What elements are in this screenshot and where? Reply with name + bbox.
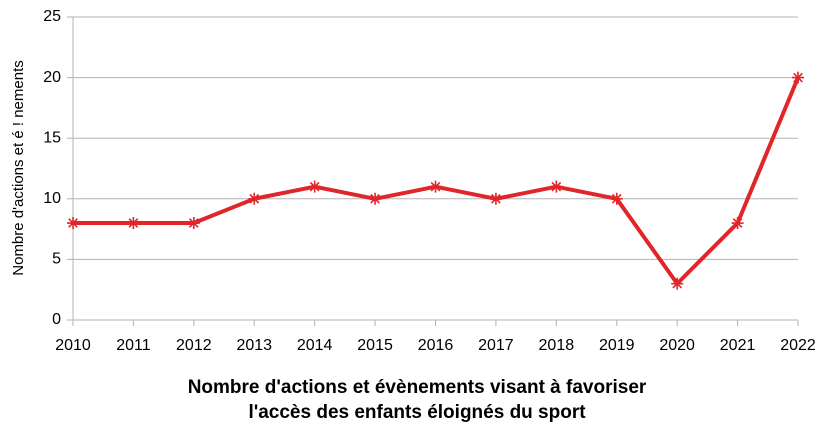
data-marker	[671, 277, 684, 290]
x-tick-label: 2019	[599, 337, 635, 354]
data-marker	[610, 192, 623, 205]
data-marker	[489, 192, 502, 205]
data-marker	[792, 71, 804, 84]
data-marker	[248, 192, 261, 205]
x-tick-label: 2016	[418, 337, 454, 354]
x-tick-label: 2014	[297, 337, 333, 354]
x-tick-label: 2011	[116, 337, 151, 354]
x-tick-label: 2013	[236, 337, 272, 354]
x-tick-label: 2021	[720, 337, 756, 354]
x-tick-label: 2012	[176, 337, 212, 354]
y-tick-label: 20	[43, 69, 61, 86]
x-tick-label: 2015	[357, 337, 393, 354]
y-tick-label: 25	[43, 8, 61, 25]
x-tick-label: 2022	[780, 337, 816, 354]
chart-title: Nombre d'actions et évènements visant à …	[188, 377, 647, 398]
y-tick-label: 15	[43, 129, 61, 146]
x-tick-label: 2010	[55, 337, 91, 354]
data-marker	[187, 217, 200, 230]
chart-title: l'accès des enfants éloignés du sport	[248, 402, 586, 423]
x-tick-label: 2018	[539, 337, 575, 354]
data-marker	[127, 217, 140, 230]
data-marker	[550, 180, 563, 193]
data-marker	[67, 217, 79, 230]
y-tick-label: 10	[43, 190, 61, 207]
y-tick-label: 0	[52, 311, 61, 328]
y-tick-label: 5	[52, 251, 61, 268]
data-marker	[429, 180, 442, 193]
data-marker	[369, 192, 382, 205]
data-marker	[731, 217, 744, 230]
data-line	[73, 76, 800, 286]
y-axis-label: Nombre d'actions et é ! nements	[10, 60, 27, 275]
data-marker	[308, 180, 321, 193]
x-tick-label: 2020	[659, 337, 695, 354]
x-tick-label: 2017	[478, 337, 514, 354]
